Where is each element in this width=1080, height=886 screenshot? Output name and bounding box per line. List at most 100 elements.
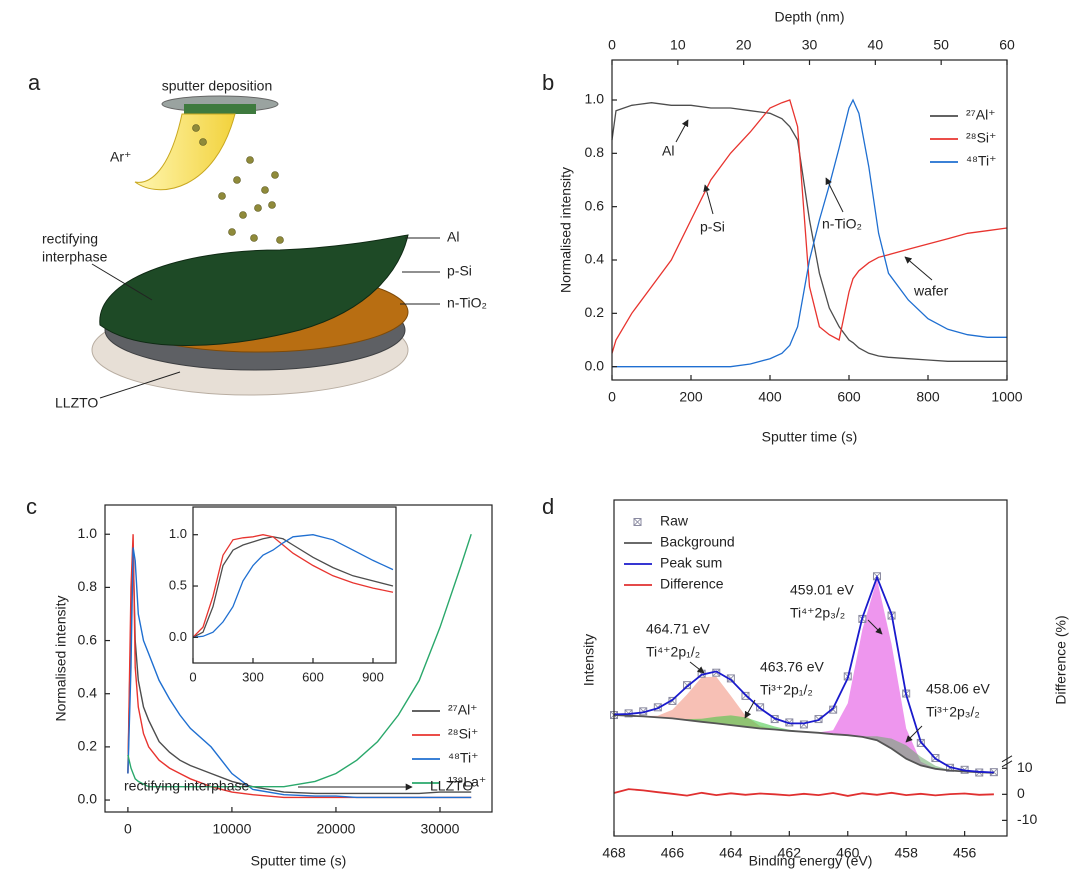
legend-label: Peak sum [660, 555, 722, 571]
x-tick-label: 20 [736, 37, 752, 53]
x-tick-label: 800 [916, 389, 940, 405]
series-line [613, 574, 994, 774]
legend-label: ²⁸Si⁺ [966, 130, 996, 146]
y-tick-label: 0.2 [585, 304, 605, 320]
x-tick-label: 600 [302, 669, 324, 684]
y-tick-label: 0 [1017, 785, 1025, 801]
inset-frame [192, 506, 397, 664]
x-tick-label: 600 [837, 389, 861, 405]
legend-label: ¹³⁹La⁺ [448, 774, 486, 790]
y-tick-label: 0.6 [78, 631, 98, 647]
peak-label: Ti³⁺2p₁/₂ [760, 682, 813, 698]
x-tick-label: 900 [362, 669, 384, 684]
annotation-arrow [825, 177, 844, 213]
layer-label: Al [447, 229, 459, 245]
peak-energy: 463.76 eV [760, 659, 824, 675]
x-tick-label: 460 [836, 845, 860, 861]
y-tick-label: 0.4 [585, 251, 605, 267]
legend-label: Raw [660, 513, 689, 529]
x-tick-label: 300 [242, 669, 264, 684]
target-base [184, 104, 256, 114]
series-line [612, 98, 1007, 368]
x2-axis-label: Depth (nm) [774, 9, 844, 25]
inset-background [193, 507, 396, 663]
al-layer [99, 234, 409, 346]
schematic: a sputter deposition Ar⁺ rectifying inte… [28, 70, 487, 411]
x-tick-label: 458 [895, 845, 919, 861]
y-tick-label: 0.5 [169, 577, 187, 592]
y-tick-label: 1.0 [78, 525, 98, 541]
x-tick-label: 462 [778, 845, 802, 861]
y-tick-label: 0.0 [169, 629, 187, 644]
series-line [613, 714, 994, 774]
y-tick-label: 0.8 [78, 578, 98, 594]
annotation: p-Si [700, 219, 725, 235]
panel-label: b [542, 70, 554, 95]
annotation: n-TiO₂ [822, 216, 862, 232]
marker-box [814, 715, 823, 724]
marker-box [799, 720, 808, 729]
annotation-arrow [867, 619, 883, 635]
annotation: rectifying interphase [124, 778, 250, 794]
annotation: Al [662, 143, 674, 159]
x-tick-label: 60 [999, 37, 1015, 53]
y-tick-label: 1.0 [169, 526, 187, 541]
legend-label: ²⁷Al⁺ [448, 702, 478, 718]
component-area [614, 579, 994, 773]
marker-box [653, 703, 662, 712]
series-line [127, 547, 472, 799]
leader [99, 371, 181, 399]
component-area [614, 676, 994, 773]
legend-label: ⁴⁸Ti⁺ [448, 750, 478, 766]
y-axis-label: Normalised intensity [558, 167, 574, 293]
peak-energy: 464.71 eV [646, 621, 710, 637]
particles [192, 124, 284, 293]
annotation-arrow [689, 661, 705, 674]
annotation: wafer [913, 283, 949, 299]
y-tick-label: -10 [1017, 811, 1037, 827]
series-line [611, 99, 1008, 354]
substrate-label: LLZTO [55, 395, 98, 411]
x-tick-label: 10000 [212, 821, 251, 837]
ion-beam [134, 113, 236, 191]
legend-label: ⁴⁸Ti⁺ [966, 153, 996, 169]
x-axis-label: Sputter time (s) [251, 853, 347, 869]
x-tick-label: 30 [802, 37, 818, 53]
marker-box [683, 681, 692, 690]
x-tick-label: 464 [719, 845, 743, 861]
legend-label: Background [660, 534, 735, 550]
marker-box [756, 703, 765, 712]
series-line [127, 533, 472, 788]
y-tick-label: 10 [1017, 759, 1033, 775]
peak-label: Ti⁴⁺2p₃/₂ [790, 605, 845, 621]
peak-label: Ti⁴⁺2p₁/₂ [646, 644, 700, 660]
legend-label: ²⁷Al⁺ [966, 107, 996, 123]
legend-label: ²⁸Si⁺ [448, 726, 478, 742]
annotation-arrow [904, 256, 933, 281]
leader [91, 263, 153, 301]
series-line [611, 102, 1007, 362]
x-tick-label: 456 [953, 845, 977, 861]
legend-marker [633, 518, 642, 526]
legend-marker [633, 518, 642, 526]
y-tick-label: 0.8 [585, 144, 605, 160]
series-line [192, 536, 394, 638]
x-tick-label: 50 [933, 37, 949, 53]
plot-frame [104, 504, 493, 813]
marker-cross [712, 668, 721, 677]
raw-point [639, 707, 648, 716]
peak-energy: 459.01 eV [790, 582, 854, 598]
x-tick-label: 30000 [421, 821, 460, 837]
annotation-arrow [905, 725, 923, 743]
y-axis-label: Normalised intensity [53, 595, 69, 721]
annotation-arrow [744, 699, 756, 719]
plot-frame [613, 499, 1008, 837]
x-tick-label: 466 [661, 845, 685, 861]
marker-cross [639, 707, 648, 716]
series-line [613, 788, 994, 797]
y-tick-label: 0.0 [585, 357, 605, 373]
series-line [192, 534, 394, 638]
x-tick-label: 20000 [316, 821, 355, 837]
panel-label: c [26, 494, 37, 519]
